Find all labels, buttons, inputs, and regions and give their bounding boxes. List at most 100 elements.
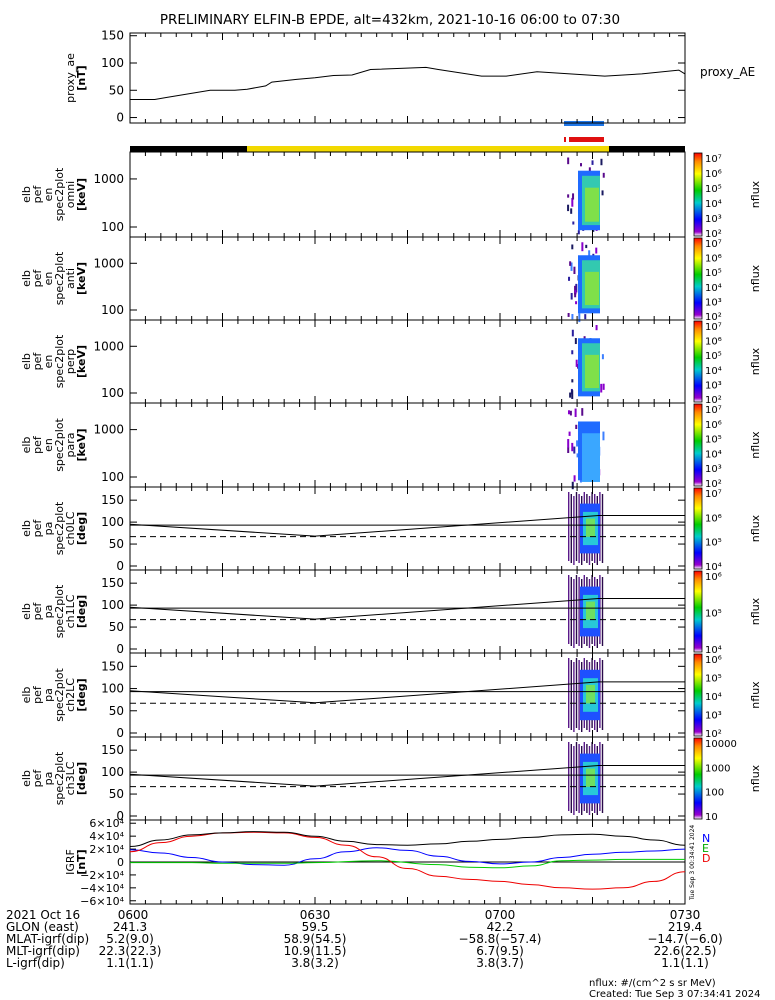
axis-label-line: [nT] (75, 849, 88, 874)
spectrogram-pixel (568, 431, 571, 436)
axis-label-line: pef (31, 185, 44, 204)
y-tick-label: 0 (116, 726, 124, 740)
colorbar-tick-label: 10² (705, 729, 722, 740)
axis-label-line: spec2plot (53, 668, 66, 722)
axis-label-line: para (64, 433, 77, 458)
y-tick-label: 100 (101, 682, 124, 696)
spectrogram-pixel (567, 439, 570, 448)
colorbar-tick-label: 10³ (705, 380, 722, 391)
panel-frame (129, 569, 686, 654)
y-tick-label: 100 (101, 470, 124, 484)
axis-label-line: spec2plot (53, 418, 66, 472)
y-tick-label: 150 (101, 659, 124, 673)
spectrogram-pixel (577, 230, 580, 235)
panel-proxy_ae: proxy_ae[nT] 150 100 50 0 proxy_AE (64, 29, 755, 125)
colorbar-tick-label: 10³ (705, 214, 722, 225)
pa-bin-stripe (601, 660, 604, 730)
axis-label-line: elb (20, 437, 33, 454)
axis-label-line: [keV] (75, 178, 88, 211)
y-tick-label: 100 (101, 515, 124, 529)
axis-label-line: [keV] (75, 262, 88, 295)
pa-bin-stripe (570, 577, 572, 646)
axis-label-line: ch1LC (64, 594, 77, 628)
footer-row-value: 1.1(1.1) (661, 956, 709, 970)
axis-label-line: pef (31, 769, 44, 788)
night-bar-right (609, 146, 685, 152)
spectrogram-pixel (595, 325, 598, 331)
spectrogram-pixel (567, 313, 570, 317)
spectrogram-pixel (588, 250, 591, 260)
axis-label-line: pef (31, 685, 44, 704)
colorbar-label: nflux (749, 431, 762, 459)
axis-label-line: pef (31, 269, 44, 288)
pa-bin-stripe (573, 579, 575, 648)
colorbar-tick-label: 10³ (705, 464, 722, 475)
loss-cone-line (129, 515, 685, 537)
loss-cone-line (129, 598, 685, 620)
y-tick-label: 1000 (93, 172, 124, 186)
colorbar-label: nflux (749, 764, 762, 792)
axis-label-line: spec2plot (53, 751, 66, 805)
spectrogram-pixel (574, 285, 577, 295)
y-tick-label: 50 (109, 620, 124, 634)
colorbar-label: nflux (749, 347, 762, 375)
spectrogram-pixel (581, 242, 584, 252)
axis-label-line: ch3LC (64, 761, 77, 795)
axis-label-line: en (42, 355, 55, 369)
axis-label-line: pef (31, 352, 44, 371)
y-tick-label: −4×10⁴ (80, 882, 124, 895)
colorbar-label: nflux (749, 180, 762, 208)
colorbar-tick-label: 10⁵ (705, 538, 722, 549)
axis-label-line: anti (64, 268, 77, 289)
spectrogram-pixel (572, 193, 575, 200)
footer-row-label: MLT-igrf(dip) (6, 944, 80, 958)
spectrogram-pixel (574, 338, 577, 345)
pa-bin-stripe (570, 660, 572, 730)
pa-bin-stripe (573, 746, 575, 815)
spectrogram-pixel (585, 244, 588, 249)
axis-label-line: [deg] (75, 678, 88, 711)
colorbar-tick-label: 10⁶ (705, 169, 722, 180)
spectrogram-pixel (575, 301, 578, 305)
panel-frame (129, 32, 686, 124)
igrf-series-E (130, 858, 685, 869)
spectrogram-pixel (570, 208, 573, 214)
colorbar-tick-label: 10⁵ (705, 609, 722, 620)
pa-bin-stripe (575, 575, 578, 644)
y-tick-label: 4×10⁴ (89, 830, 124, 843)
y-tick-label: 0 (116, 111, 124, 125)
pa-core (586, 518, 595, 537)
legend-label: proxy_AE (700, 65, 755, 79)
axis-label-line: pa (42, 772, 55, 786)
colorbar-tick-label: 10⁴ (705, 366, 722, 377)
spectrogram-pixel (591, 160, 594, 165)
colorbar-tick-label: 10⁴ (705, 283, 722, 294)
spectrogram-pixel (571, 379, 574, 383)
y-tick-label: 50 (109, 704, 124, 718)
y-tick-label: 100 (101, 386, 124, 400)
created-note: Created: Tue Sep 3 07:34:41 2024 (589, 989, 761, 1000)
footer-row-value: 3.8(3.2) (291, 956, 339, 970)
y-tick-label: 0 (116, 809, 124, 823)
colorbar (693, 737, 703, 820)
colorbar-tick-label: 10 (705, 812, 718, 823)
spectrogram-pixel (571, 244, 574, 250)
axis-label-line: pa (42, 688, 55, 702)
pa-core (586, 684, 595, 704)
footer-row-value: 3.8(3.7) (476, 956, 524, 970)
footer-row-value: 22.3(22.3) (99, 944, 162, 958)
spectrogram-pixel (568, 276, 571, 281)
axis-label-line: [nT] (75, 65, 88, 90)
spectrogram-pixel (571, 314, 574, 320)
footer-row-value: 6.7(9.5) (476, 944, 524, 958)
axis-label-line: ch2LC (64, 678, 77, 712)
colorbar-tick-label: 10⁷ (705, 405, 722, 416)
y-tick-label: 100 (101, 765, 124, 779)
red-marker-tick (564, 137, 566, 142)
spectrogram-pixel (576, 453, 579, 458)
spectrogram-pixel (581, 408, 584, 416)
footer-row-value: 0700 (485, 908, 516, 922)
